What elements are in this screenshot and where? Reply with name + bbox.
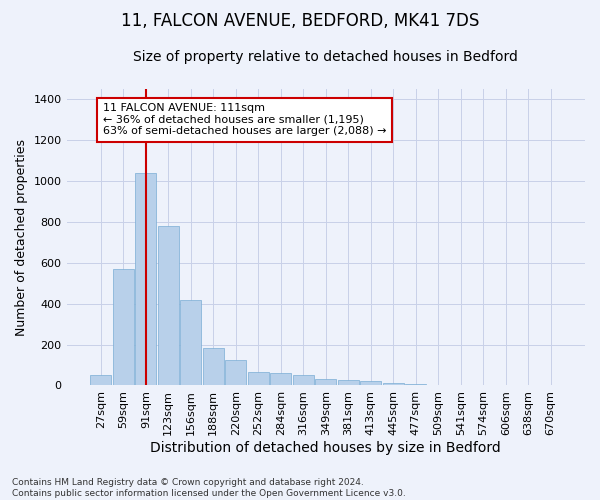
Bar [203, 348, 224, 386]
Text: Contains HM Land Registry data © Crown copyright and database right 2024.
Contai: Contains HM Land Registry data © Crown c… [12, 478, 406, 498]
Bar [360, 382, 382, 386]
Bar [158, 226, 179, 386]
Bar [225, 360, 247, 386]
Title: Size of property relative to detached houses in Bedford: Size of property relative to detached ho… [133, 50, 518, 64]
Y-axis label: Number of detached properties: Number of detached properties [15, 138, 28, 336]
Bar [293, 375, 314, 386]
Text: 11, FALCON AVENUE, BEDFORD, MK41 7DS: 11, FALCON AVENUE, BEDFORD, MK41 7DS [121, 12, 479, 30]
Bar [90, 375, 112, 386]
Bar [180, 300, 202, 386]
Bar [135, 172, 157, 386]
Bar [248, 372, 269, 386]
Bar [405, 384, 427, 386]
Bar [338, 380, 359, 386]
X-axis label: Distribution of detached houses by size in Bedford: Distribution of detached houses by size … [151, 441, 501, 455]
Bar [113, 269, 134, 386]
Bar [270, 373, 292, 386]
Text: 11 FALCON AVENUE: 111sqm
← 36% of detached houses are smaller (1,195)
63% of sem: 11 FALCON AVENUE: 111sqm ← 36% of detach… [103, 103, 386, 136]
Bar [315, 380, 337, 386]
Bar [383, 384, 404, 386]
